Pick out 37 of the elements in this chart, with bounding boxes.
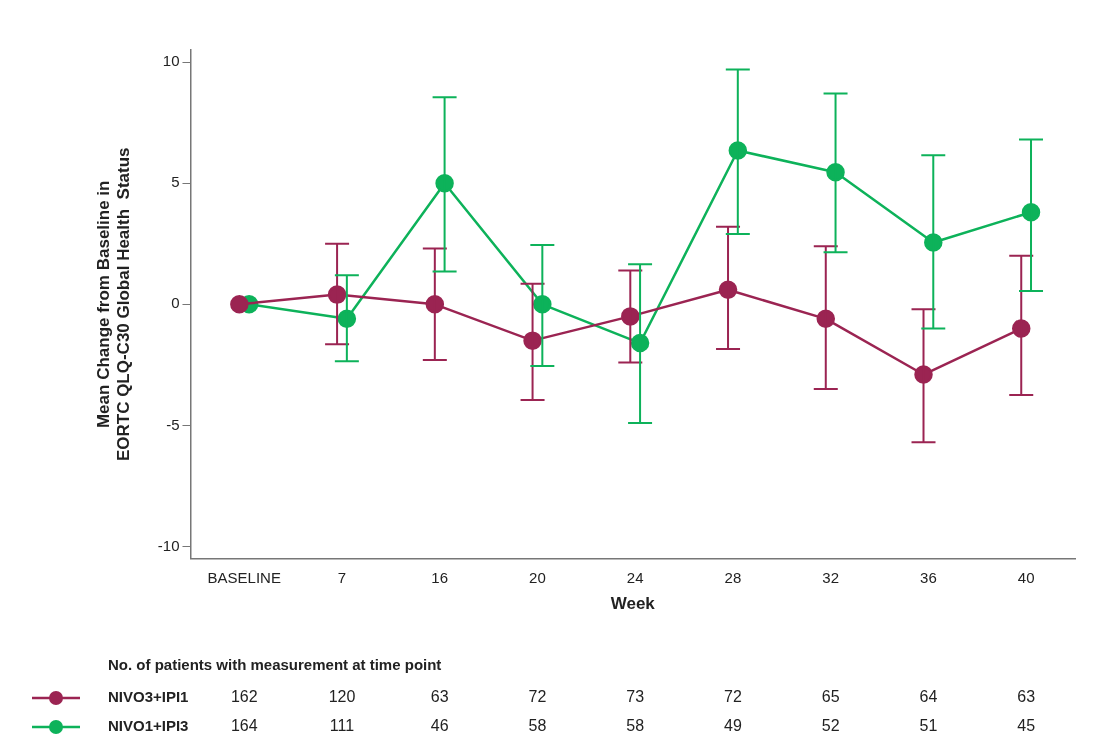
y-tick-label: 5 <box>171 173 180 191</box>
x-tick-label: 40 <box>1017 568 1035 586</box>
x-tick-label: 20 <box>529 568 546 586</box>
text: 72 <box>528 688 547 706</box>
text: 63 <box>430 688 449 706</box>
y-tick-label: 0 <box>171 294 180 312</box>
text: 64 <box>919 688 938 706</box>
x-tick-label: 7 <box>337 568 347 586</box>
text: 51 <box>919 717 938 735</box>
y-tick-label: -10 <box>157 536 180 554</box>
text: 65 <box>821 688 840 706</box>
y-tick-label: 10 <box>162 52 180 70</box>
y-axis-title: Mean Change from Baseline in EORTC QLQ-C30 Global Health Status <box>93 147 134 462</box>
legend-label: NIVO3+IPI1 <box>108 688 189 706</box>
x-tick-label: 24 <box>626 568 644 586</box>
text: 162 <box>230 688 258 706</box>
x-tick-label: BASELINE <box>207 568 281 586</box>
text: 45 <box>1017 717 1036 735</box>
text: 49 <box>724 717 742 735</box>
x-axis-title: Week <box>610 594 656 614</box>
text: 120 <box>328 688 356 706</box>
text: No. of patients with measurement at time point <box>108 656 442 674</box>
text: 111 <box>329 717 355 735</box>
text: 72 <box>724 688 742 706</box>
text: 63 <box>1017 688 1036 706</box>
x-tick-label: 32 <box>822 568 839 586</box>
text: 52 <box>821 717 840 735</box>
x-tick-label: 36 <box>920 568 937 586</box>
text: 164 <box>230 717 258 735</box>
text: 46 <box>430 717 449 735</box>
y-tick-label: -5 <box>166 415 180 433</box>
x-tick-label: 28 <box>724 568 742 586</box>
text: 58 <box>626 717 645 735</box>
x-tick-label: 16 <box>431 568 449 586</box>
text: 73 <box>626 688 645 706</box>
text: 58 <box>528 717 547 735</box>
legend-label: NIVO1+IPI3 <box>108 717 189 735</box>
